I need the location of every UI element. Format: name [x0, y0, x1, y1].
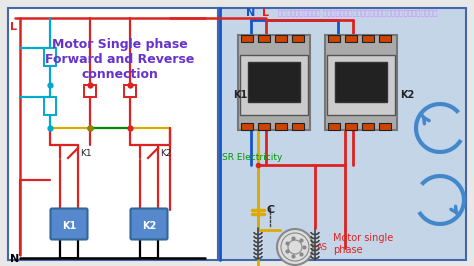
- Bar: [218, 8, 466, 260]
- Text: N: N: [246, 8, 255, 18]
- Text: Motor single
phase: Motor single phase: [333, 233, 393, 255]
- Text: K2: K2: [400, 90, 414, 100]
- Bar: [328, 123, 340, 130]
- Bar: [379, 123, 391, 130]
- Text: AS: AS: [317, 243, 328, 252]
- Text: K1: K1: [62, 221, 76, 231]
- Bar: [335, 62, 387, 102]
- Text: C: C: [267, 205, 275, 215]
- Text: L: L: [262, 8, 269, 18]
- Text: L: L: [10, 22, 17, 32]
- Bar: [258, 123, 270, 130]
- Bar: [379, 35, 391, 42]
- Bar: [44, 48, 56, 66]
- FancyBboxPatch shape: [130, 209, 167, 239]
- Bar: [8, 8, 218, 260]
- Bar: [345, 35, 357, 42]
- Bar: [241, 123, 253, 130]
- Bar: [362, 123, 374, 130]
- Bar: [362, 35, 374, 42]
- Bar: [275, 35, 287, 42]
- Bar: [84, 85, 96, 97]
- Bar: [345, 123, 357, 130]
- Bar: [241, 35, 253, 42]
- Text: K2: K2: [142, 221, 156, 231]
- Bar: [325, 35, 397, 130]
- Text: Motor Single phase
Forward and Reverse
connection: Motor Single phase Forward and Reverse c…: [46, 38, 195, 81]
- Text: ភ័វល័ញៗត្ត នឹងការតភ្ជាប់មួតូន័ប្រព័ន្ធ: ភ័វល័ញៗត្ត នឹងការតភ្ជាប់មួតូន័ប្រព័ន្ធ: [278, 9, 438, 16]
- Bar: [292, 123, 304, 130]
- Text: K1: K1: [80, 149, 91, 158]
- Text: K1: K1: [233, 90, 247, 100]
- Bar: [238, 35, 310, 130]
- Text: SR Electricity: SR Electricity: [222, 153, 283, 162]
- Bar: [124, 85, 136, 97]
- Text: K2: K2: [160, 149, 172, 158]
- FancyBboxPatch shape: [51, 209, 88, 239]
- Bar: [328, 35, 340, 42]
- Bar: [258, 35, 270, 42]
- Bar: [327, 55, 395, 115]
- Bar: [292, 35, 304, 42]
- Bar: [248, 62, 300, 102]
- Bar: [240, 55, 308, 115]
- Bar: [275, 123, 287, 130]
- Circle shape: [277, 229, 313, 265]
- Text: N: N: [10, 254, 19, 264]
- Bar: [44, 97, 56, 115]
